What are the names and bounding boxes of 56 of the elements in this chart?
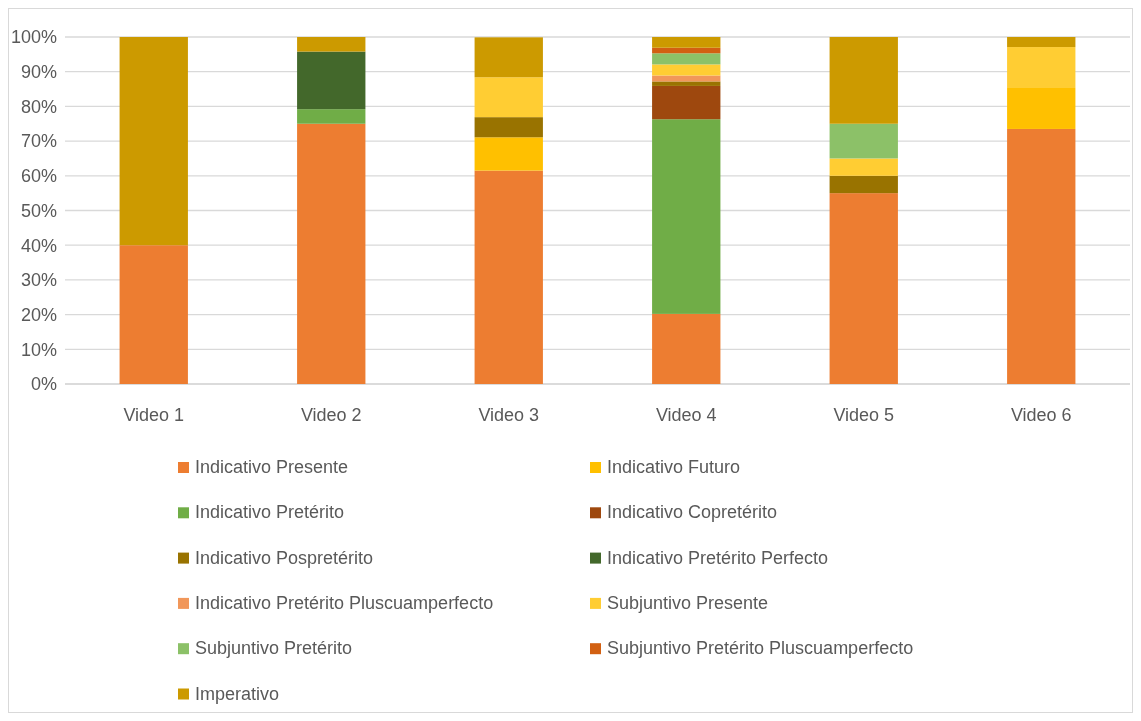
bar (829, 37, 898, 124)
bar (829, 158, 898, 176)
legend-label: Indicativo Presente (195, 457, 349, 477)
bar (1007, 88, 1076, 129)
y-tick-label: 20% (20, 304, 57, 325)
bar (652, 64, 721, 76)
x-tick-label: Video 6 (1010, 405, 1072, 425)
bar (652, 119, 721, 314)
bar (652, 47, 721, 54)
bar (1007, 47, 1076, 89)
y-tick-label: 90% (20, 62, 57, 82)
bar (1007, 37, 1076, 48)
bar (474, 37, 543, 78)
y-tick-label: 60% (20, 166, 57, 187)
legend-label: Indicativo Futuro (607, 457, 741, 477)
legend-label: Indicativo Pretérito Pluscuamperfecto (195, 592, 494, 613)
bar (652, 313, 721, 384)
y-tick-label: 80% (20, 96, 57, 117)
bar (652, 85, 721, 120)
bar (119, 37, 188, 246)
x-tick-label: Video 3 (478, 405, 540, 425)
legend-label: Subjuntivo Pretérito Pluscuamperfecto (607, 638, 914, 659)
bar (829, 175, 898, 194)
x-tick-label: Video 4 (655, 405, 717, 425)
y-tick-label: 70% (20, 131, 57, 152)
x-tick-label: Video 1 (123, 405, 185, 425)
bar (297, 109, 366, 124)
bar (297, 37, 366, 52)
y-tick-label: 40% (20, 235, 57, 256)
legend-label: Subjuntivo Pretérito (195, 638, 353, 659)
legend-label: Indicativo Pretérito (195, 502, 345, 523)
bar (474, 117, 543, 138)
bar (297, 123, 366, 384)
y-tick-label: 50% (20, 200, 57, 221)
x-tick-label: Video 5 (833, 405, 895, 425)
bar (652, 81, 721, 86)
legend-label: Subjuntivo Presente (607, 592, 769, 613)
legend-label: Indicativo Pospretérito (195, 547, 374, 568)
legend-label: Imperativo (195, 683, 280, 704)
y-tick-label: 100% (10, 27, 57, 48)
y-tick-label: 10% (20, 339, 57, 360)
legend-label: Indicativo Pretérito Perfecto (607, 547, 829, 568)
bar (474, 77, 543, 118)
y-tick-label: 30% (20, 270, 57, 291)
bar (829, 193, 898, 384)
y-tick-label: 0% (30, 374, 57, 395)
bar (1007, 128, 1076, 384)
bar (474, 170, 543, 384)
bar (297, 51, 366, 110)
x-tick-label: Video 2 (300, 405, 362, 425)
bar (829, 123, 898, 159)
bar (652, 37, 721, 48)
bar (474, 137, 543, 171)
bar (652, 53, 721, 65)
bar (119, 245, 188, 384)
legend-label: Indicativo Copretérito (607, 502, 778, 523)
